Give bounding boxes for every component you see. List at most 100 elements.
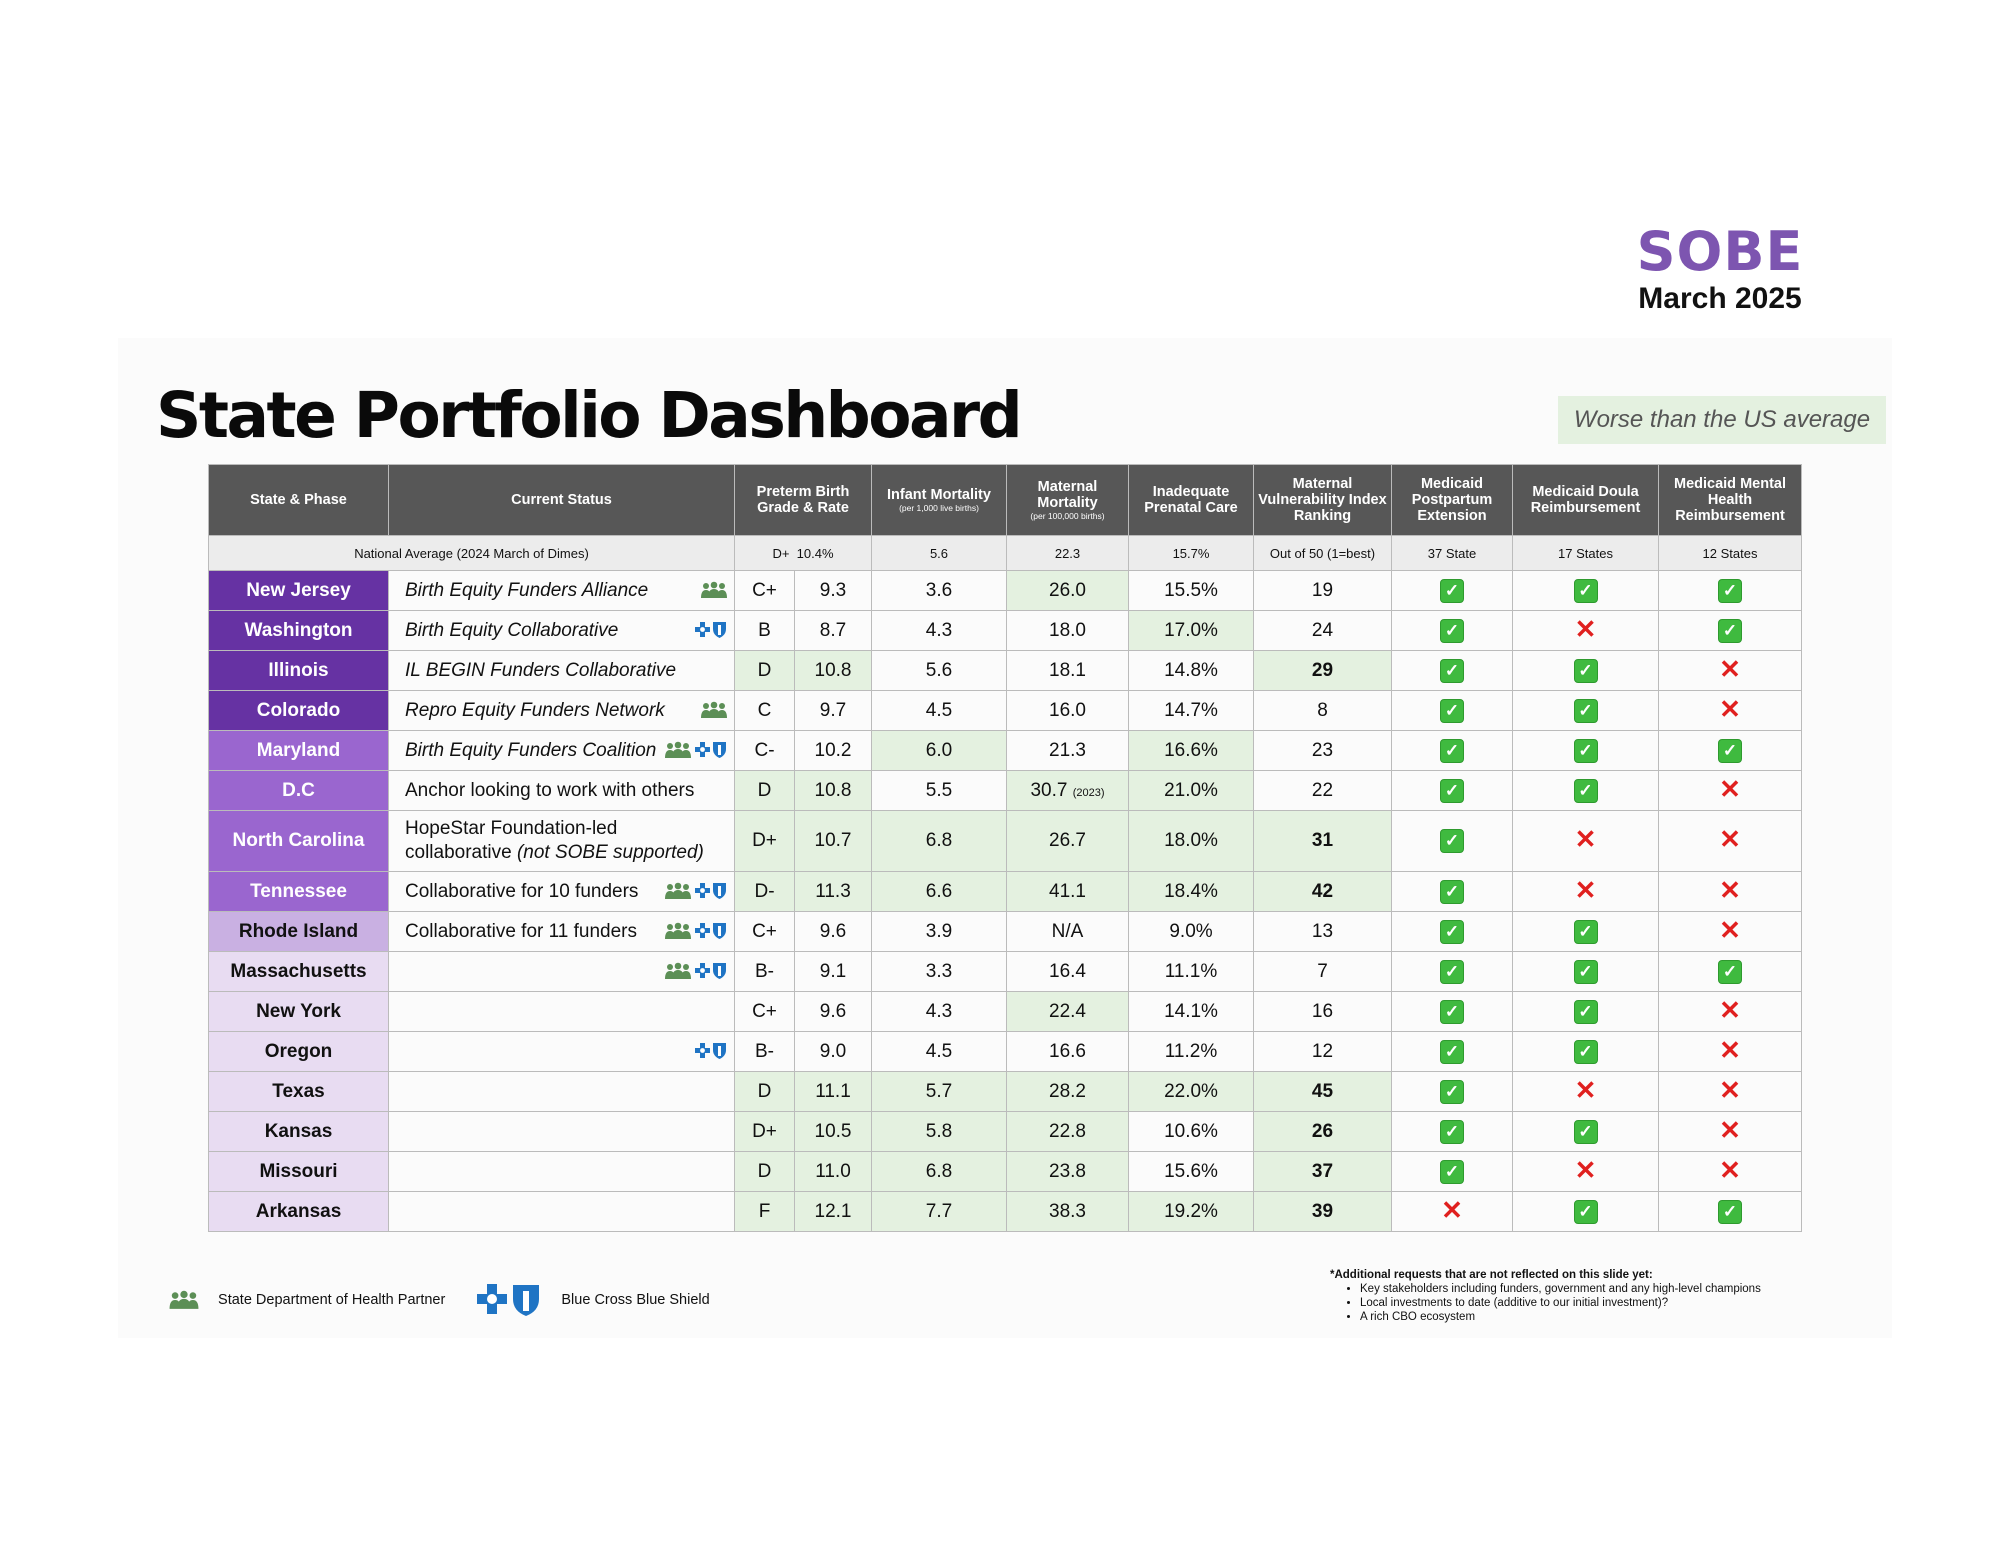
mental-health-reimbursement: ✕ (1658, 1111, 1802, 1152)
preterm-grade: B- (734, 1031, 795, 1072)
postpartum-extension: ✓ (1391, 1111, 1513, 1152)
state-name: New Jersey (208, 570, 389, 611)
legend-bcbs-label: Blue Cross Blue Shield (561, 1292, 710, 1308)
postpartum-extension: ✓ (1391, 911, 1513, 952)
maternal-value: 30.7 (1030, 779, 1068, 801)
status-line-2: collaborative (405, 842, 517, 863)
postpartum-extension: ✓ (1391, 690, 1513, 731)
maternal-mortality: 22.8 (1006, 1111, 1129, 1152)
inadequate-prenatal-care: 21.0% (1128, 770, 1254, 811)
mvi-ranking: 37 (1253, 1151, 1392, 1192)
infant-mortality: 5.5 (871, 770, 1007, 811)
postpartum-yes-check-icon: ✓ (1440, 919, 1464, 944)
avg-prenatal: 15.7% (1128, 535, 1254, 571)
maternal-value: 16.4 (1049, 960, 1086, 982)
maternal-value: 26.7 (1049, 830, 1086, 851)
mental-health-reimbursement: ✕ (1658, 911, 1802, 952)
partner-icons (700, 700, 728, 722)
current-status: Birth Equity Funders Alliance (388, 570, 735, 611)
current-status (388, 991, 735, 1032)
table-row: Tennessee Collaborative for 10 funders D- 1… (208, 871, 1802, 912)
note-item: Key stakeholders including funders, gove… (1360, 1282, 1761, 1296)
current-status: Collaborative for 10 funders (388, 871, 735, 912)
status-text: Birth Equity Funders Coalition (405, 739, 657, 761)
postpartum-extension: ✓ (1391, 770, 1513, 811)
inadequate-prenatal-care: 14.8% (1128, 650, 1254, 691)
current-status: Birth Equity Funders Coalition (388, 730, 735, 771)
doula-reimbursement: ✓ (1512, 650, 1659, 691)
preterm-grade: D+ (734, 810, 795, 872)
maternal-mortality: 21.3 (1006, 730, 1129, 771)
maternal-mortality: 26.0 (1006, 570, 1129, 611)
current-status (388, 1191, 735, 1232)
maternal-mortality: 41.1 (1006, 871, 1129, 912)
doula-reimbursement: ✓ (1512, 570, 1659, 611)
mental-health-no-x-icon: ✕ (1719, 994, 1741, 1025)
maternal-value: 22.8 (1049, 1120, 1086, 1142)
preterm-grade: D (734, 650, 795, 691)
avg-mvi: Out of 50 (1=best) (1253, 535, 1392, 571)
postpartum-extension: ✓ (1391, 610, 1513, 651)
status-text: Birth Equity Funders Alliance (405, 579, 649, 601)
inadequate-prenatal-care: 14.7% (1128, 690, 1254, 731)
people-group-icon (665, 923, 691, 940)
header-infant: Infant Mortality (per 1,000 live births) (871, 464, 1007, 536)
doula-reimbursement: ✓ (1512, 690, 1659, 731)
preterm-grade: C- (734, 730, 795, 771)
mental-health-no-x-icon: ✕ (1719, 653, 1741, 684)
preterm-rate: 10.7 (794, 810, 872, 872)
notes-list: Key stakeholders including funders, gove… (1330, 1282, 1761, 1324)
infant-mortality: 6.6 (871, 871, 1007, 912)
table-row: North Carolina HopeStar Foundation-led col… (208, 810, 1802, 872)
maternal-value: 23.8 (1049, 1160, 1086, 1182)
preterm-rate: 9.6 (794, 911, 872, 952)
mvi-ranking: 22 (1253, 770, 1392, 811)
infant-mortality: 4.3 (871, 610, 1007, 651)
mental-health-reimbursement: ✕ (1658, 810, 1802, 872)
current-status: Anchor looking to work with others (388, 770, 735, 811)
national-average-row: National Average (2024 March of Dimes) D… (208, 535, 1802, 571)
preterm-rate: 9.7 (794, 690, 872, 731)
status-text: Birth Equity Collaborative (405, 619, 619, 641)
maternal-value: 22.4 (1049, 1000, 1086, 1022)
inadequate-prenatal-care: 18.0% (1128, 810, 1254, 872)
preterm-rate: 12.1 (794, 1191, 872, 1232)
mental-health-reimbursement: ✕ (1658, 690, 1802, 731)
mental-health-no-x-icon: ✕ (1719, 1034, 1741, 1065)
header-status: Current Status (388, 464, 735, 536)
postpartum-yes-check-icon: ✓ (1440, 578, 1464, 603)
postpartum-no-x-icon: ✕ (1441, 1194, 1463, 1225)
mvi-ranking: 29 (1253, 650, 1392, 691)
postpartum-yes-check-icon: ✓ (1440, 1079, 1464, 1104)
mental-health-yes-check-icon: ✓ (1718, 1199, 1742, 1224)
header-mental: Medicaid Mental Health Reimbursement (1658, 464, 1802, 536)
org-name: SOBE (1636, 220, 1804, 283)
doula-reimbursement: ✕ (1512, 610, 1659, 651)
current-status (388, 1111, 735, 1152)
mental-health-reimbursement: ✓ (1658, 570, 1802, 611)
status-text: IL BEGIN Funders Collaborative (405, 659, 677, 681)
avg-postpartum: 37 State (1391, 535, 1513, 571)
maternal-mortality: 38.3 (1006, 1191, 1129, 1232)
avg-mental: 12 States (1658, 535, 1802, 571)
infant-mortality: 3.9 (871, 911, 1007, 952)
doula-no-x-icon: ✕ (1574, 874, 1597, 905)
mvi-ranking: 39 (1253, 1191, 1392, 1232)
mental-health-no-x-icon: ✕ (1719, 773, 1741, 804)
partner-icons (692, 620, 728, 642)
preterm-grade: C+ (734, 991, 795, 1032)
infant-mortality: 5.6 (871, 650, 1007, 691)
people-group-icon (701, 582, 727, 599)
header-infant-label: Infant Mortality (887, 487, 991, 503)
mental-health-reimbursement: ✕ (1658, 770, 1802, 811)
table-row: Missouri D 11.0 6.8 23.8 15.6% 37 ✓ ✕ ✕ (208, 1151, 1802, 1192)
doula-reimbursement: ✕ (1512, 1151, 1659, 1192)
doula-reimbursement: ✓ (1512, 730, 1659, 771)
infant-mortality: 6.8 (871, 810, 1007, 872)
mental-health-reimbursement: ✕ (1658, 871, 1802, 912)
inadequate-prenatal-care: 15.5% (1128, 570, 1254, 611)
maternal-value: 16.0 (1049, 699, 1086, 721)
table-row: Kansas D+ 10.5 5.8 22.8 10.6% 26 ✓ ✓ ✕ (208, 1111, 1802, 1152)
people-group-icon (665, 963, 691, 980)
header-prenatal: Inadequate Prenatal Care (1128, 464, 1254, 536)
